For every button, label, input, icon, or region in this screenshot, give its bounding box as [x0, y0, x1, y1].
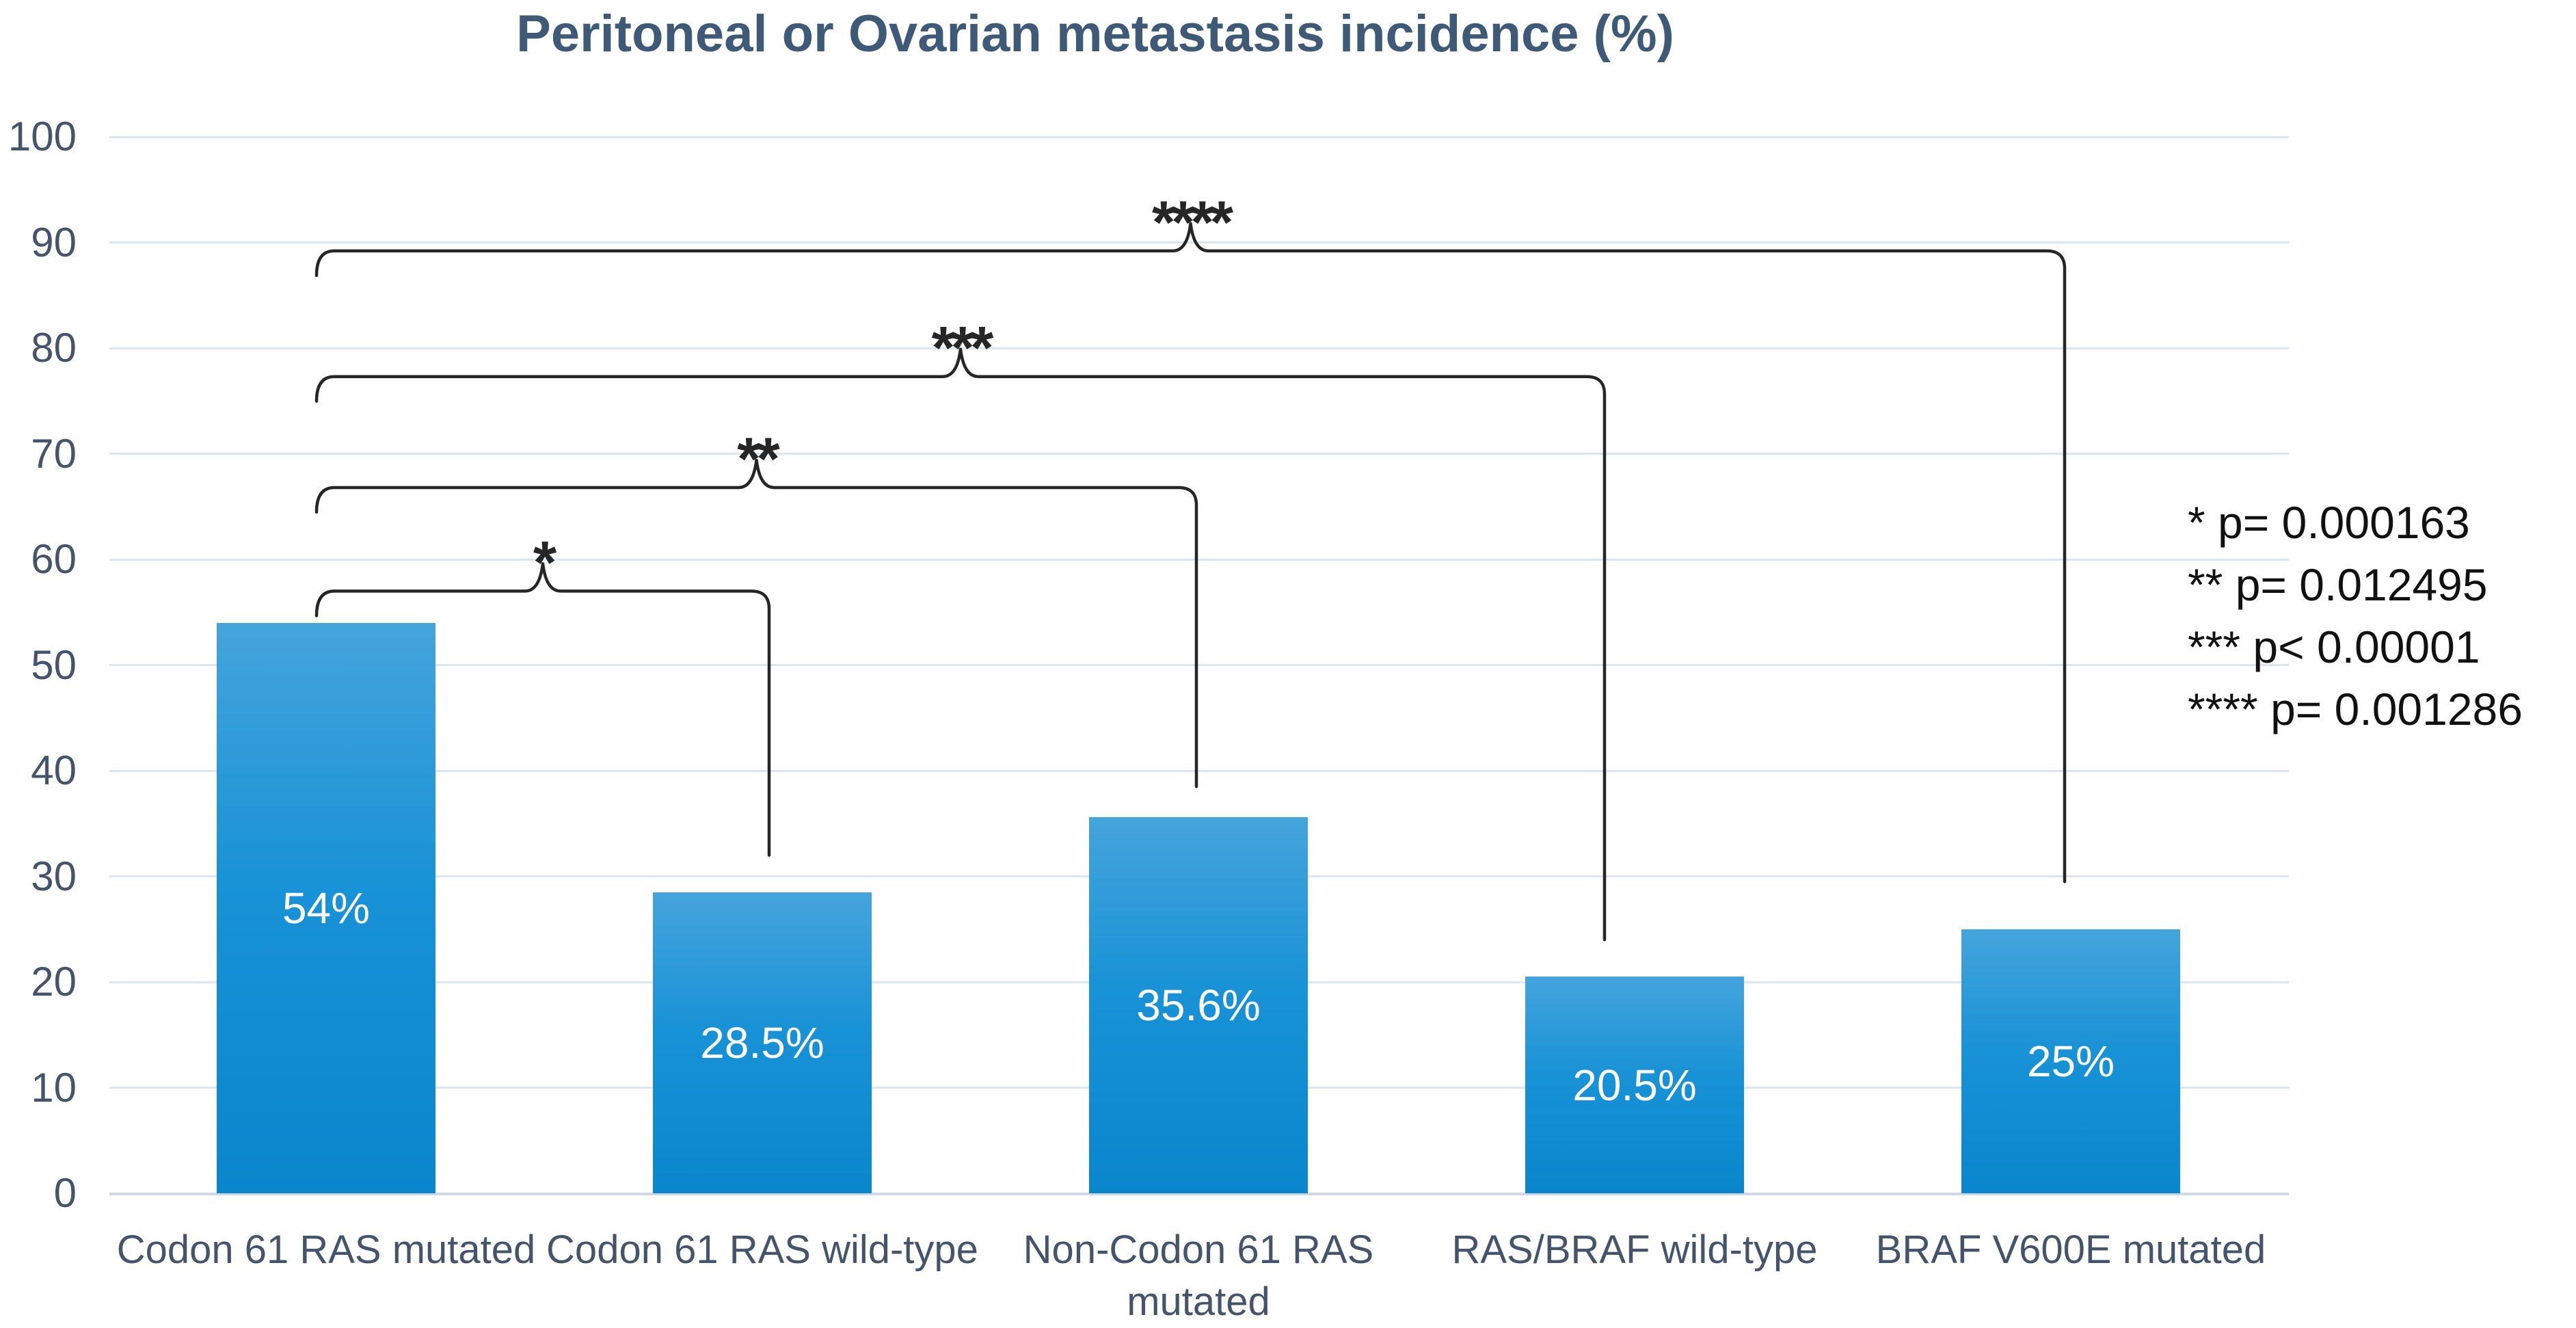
category-label: Non-Codon 61 RAS mutated	[1023, 1227, 1374, 1324]
bar: 20.5%	[1525, 977, 1744, 1193]
gridline	[109, 558, 2289, 561]
category-label: Codon 61 RAS wild-type	[546, 1227, 978, 1272]
gridline	[109, 135, 2289, 138]
significance-bracket	[314, 222, 2067, 884]
significance-stars-label: **	[737, 425, 780, 492]
bar-value-label: 20.5%	[1572, 1060, 1697, 1110]
bar-value-label: 25%	[2026, 1036, 2115, 1086]
p-value-legend-line: **** p= 0.001286	[2188, 684, 2523, 734]
bar-value-label: 35.6%	[1136, 980, 1261, 1030]
significance-bracket	[314, 458, 1198, 788]
y-axis-tick-label: 0	[53, 1170, 77, 1216]
bar: 28.5%	[653, 892, 872, 1193]
y-axis-tick-label: 30	[31, 853, 77, 899]
gridline	[109, 769, 2289, 772]
gridline	[109, 347, 2289, 349]
y-axis-tick-label: 20	[31, 959, 77, 1005]
category-label: Codon 61 RAS mutated	[116, 1227, 536, 1272]
y-axis-tick-label: 10	[31, 1064, 77, 1111]
bar: 25%	[1961, 929, 2180, 1193]
bar-value-label: 54%	[282, 883, 371, 933]
bar-value-label: 28.5%	[700, 1018, 824, 1067]
category-label: RAS/BRAF wild-type	[1451, 1227, 1818, 1272]
x-axis-baseline	[109, 1192, 2289, 1195]
bar: 35.6%	[1089, 816, 1308, 1193]
gridline	[109, 664, 2289, 666]
category-label: BRAF V600E mutated	[1875, 1227, 2266, 1272]
p-value-legend: * p= 0.000163 ** p= 0.012495 *** p< 0.0000…	[2188, 492, 2523, 741]
significance-stars-label: ****	[1152, 188, 1234, 256]
y-axis-tick-label: 100	[8, 114, 77, 159]
gridline	[109, 241, 2289, 243]
y-axis-tick-label: 80	[31, 325, 77, 371]
bar: 54%	[217, 622, 435, 1193]
y-axis-tick-label: 70	[31, 430, 77, 477]
p-value-legend-line: * p= 0.000163	[2188, 497, 2470, 548]
p-value-legend-line: *** p< 0.00001	[2188, 622, 2480, 672]
chart-title: Peritoneal or Ovarian metastasis inciden…	[516, 5, 1674, 63]
y-axis-tick-label: 60	[31, 536, 77, 582]
y-axis-tick-label: 50	[31, 641, 77, 688]
gridline	[109, 453, 2289, 455]
significance-stars-label: *	[533, 528, 557, 596]
y-axis-tick-label: 40	[31, 747, 77, 793]
significance-bracket	[314, 347, 1607, 942]
p-value-legend-line: ** p= 0.012495	[2188, 559, 2488, 610]
y-axis-tick-label: 90	[31, 219, 77, 265]
